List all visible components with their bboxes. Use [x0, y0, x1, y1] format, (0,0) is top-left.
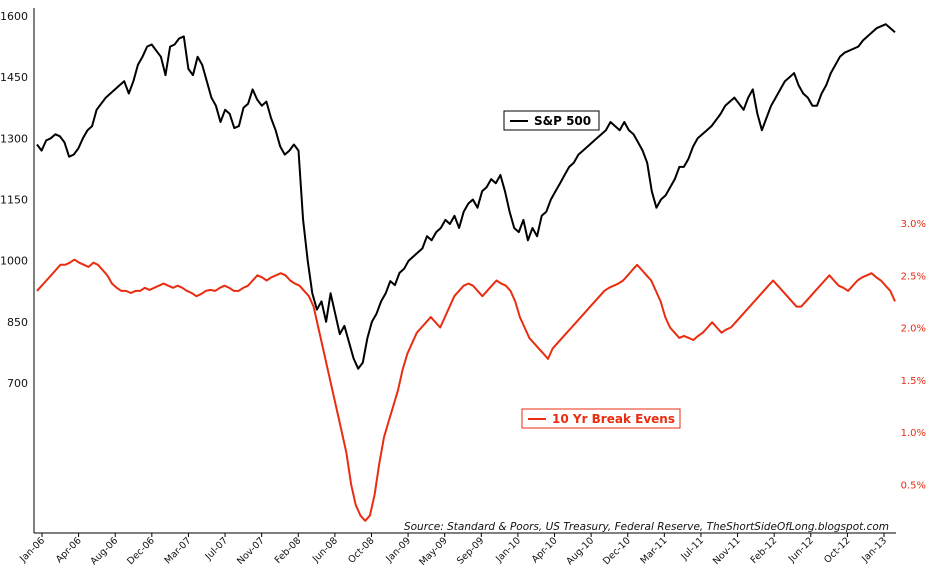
x-tick-label: May-09 [417, 535, 450, 568]
x-tick-label: Oct-12 [822, 535, 852, 565]
left-tick-label: 850 [7, 316, 28, 329]
legend-sp500: S&P 500 [503, 110, 600, 131]
x-tick-label: Jul-11 [679, 535, 707, 563]
legend-sp500-label: S&P 500 [534, 114, 591, 128]
right-tick-label: 0.5% [901, 480, 926, 491]
x-tick-label: Jun-12 [786, 535, 816, 565]
series-line-sp500 [36, 23, 896, 370]
x-tick-label: Aug-06 [88, 535, 120, 567]
left-tick-label: 1450 [0, 71, 28, 84]
legend-breakevens: 10 Yr Break Evens [521, 408, 681, 429]
x-tick-label: Jun-08 [310, 535, 340, 565]
left-tick-label: 1600 [0, 10, 28, 23]
x-tick-label: Jan-09 [383, 535, 413, 565]
left-tick-label: 1300 [0, 132, 28, 145]
right-tick-label: 2.0% [901, 324, 926, 335]
left-axis: 1600 1450 1300 1150 1000 850 700 [0, 8, 35, 533]
x-tick-label: Dec-10 [601, 535, 633, 567]
x-axis: Jan-06 Apr-06 Aug-06 Dec-06 Mar-07 Jul-07 Nov-… [17, 532, 896, 568]
x-tick-label: Sep-09 [455, 535, 486, 566]
x-tick-label: Apr-10 [530, 535, 560, 565]
right-tick-label: 3.0% [901, 219, 926, 230]
x-tick-label: Jan-10 [493, 535, 523, 565]
left-tick-label: 1150 [0, 194, 28, 207]
x-tick-label: Nov-11 [711, 535, 743, 567]
x-tick-label: Feb-12 [749, 535, 780, 566]
legend-sp500-box [503, 110, 600, 131]
x-tick-label: Mar-07 [163, 535, 194, 566]
x-tick-label: Feb-08 [273, 535, 304, 566]
x-tick-label: Nov-07 [235, 535, 267, 567]
legend-breakevens-box [521, 408, 681, 429]
source-note: Source: Standard & Poors, US Treasury, F… [404, 521, 889, 533]
x-tick-label: Aug-10 [564, 535, 596, 567]
x-tick-label: Jan-06 [17, 535, 47, 565]
x-tick-label: Mar-11 [638, 535, 669, 566]
right-tick-label: 1.5% [901, 376, 926, 387]
right-tick-label: 1.0% [901, 428, 926, 439]
left-tick-label: 1000 [0, 255, 28, 268]
right-axis: 3.0% 2.5% 2.0% 1.5% 1.0% 0.5% [901, 219, 926, 491]
x-tick-label: Oct-08 [346, 535, 376, 565]
x-tick-label: Jan-13 [859, 535, 889, 565]
series-layer [36, 23, 896, 522]
left-tick-label: 700 [7, 377, 28, 390]
x-tick-label: Dec-06 [125, 535, 157, 567]
legend-breakevens-label: 10 Yr Break Evens [552, 412, 675, 426]
right-tick-label: 2.5% [901, 271, 926, 282]
series-line-breakevens [36, 258, 896, 522]
x-tick-label: Jul-07 [203, 535, 231, 563]
x-tick-label: Apr-06 [54, 535, 84, 565]
